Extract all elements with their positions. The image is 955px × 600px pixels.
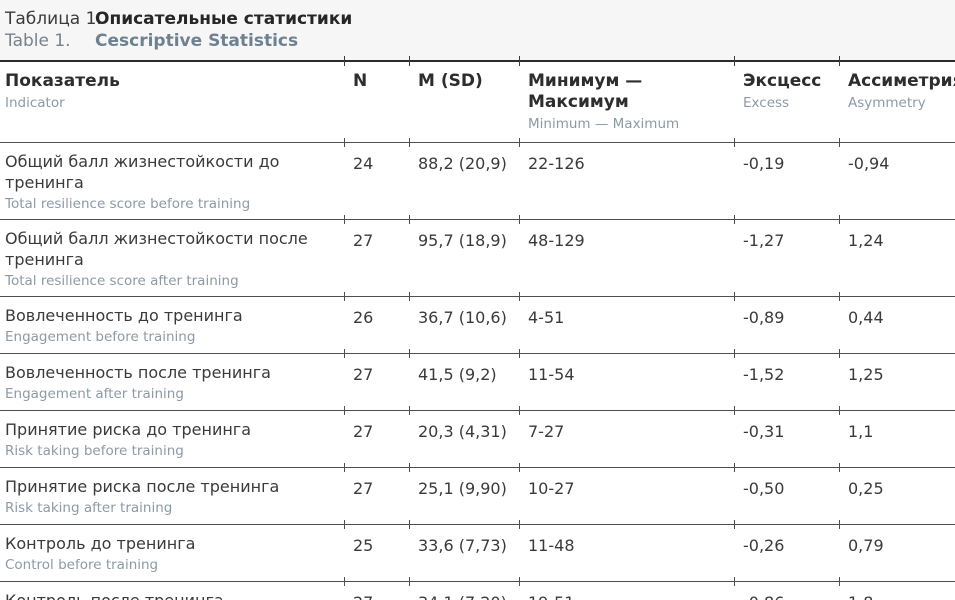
minmax-value: 4-51	[528, 308, 565, 327]
excess-value: -1,27	[743, 231, 785, 250]
indicator-ru: Вовлеченность до тренинга	[5, 306, 243, 325]
asymmetry-value: 0,44	[848, 308, 884, 327]
col-header-minmax-en: Minimum — Maximum	[528, 116, 680, 132]
asymmetry-value: 0,25	[848, 479, 884, 498]
n-value: 27	[353, 365, 374, 384]
minmax-value: 19-51	[528, 590, 729, 600]
msd-value: 36,7 (10,6)	[418, 308, 507, 327]
col-header-asymmetry-en: Asymmetry	[848, 95, 926, 111]
caption-title-ru: Описательные статистики	[95, 9, 353, 29]
msd-value: 34,1 (7,20)	[418, 590, 514, 600]
minmax-value: 22-126	[528, 154, 585, 173]
col-header-msd-label: M (SD)	[418, 71, 483, 91]
descriptive-statistics-table: Показатель Indicator N M (SD) Минимум — …	[0, 57, 955, 600]
n-value: 26	[353, 308, 374, 327]
minmax-value: 11-54	[528, 365, 575, 384]
n-value: 24	[353, 154, 374, 173]
asymmetry-value: -0,94	[848, 154, 890, 173]
indicator-ru: Принятие риска после тренинга	[5, 477, 280, 496]
msd-value: 95,7 (18,9)	[418, 231, 507, 250]
col-header-minmax: Минимум — Максимум Minimum — Maximum	[519, 57, 735, 143]
minmax-value: 48-129	[528, 231, 585, 250]
indicator-en: Engagement before training	[5, 329, 196, 345]
col-header-indicator: Показатель Indicator	[0, 60, 345, 143]
table-row: Принятие риска после тренинга Risk taking…	[0, 463, 955, 525]
col-header-indicator-en: Indicator	[5, 95, 65, 111]
n-value: 27	[353, 590, 404, 600]
msd-value: 25,1 (9,90)	[418, 479, 507, 498]
indicator-ru: Контроль после тренинга	[5, 590, 339, 600]
col-header-n-label: N	[353, 71, 368, 91]
indicator-en: Control before training	[5, 557, 159, 573]
caption-line-ru: Таблица 1.Описательные статистики	[5, 8, 945, 30]
asymmetry-value: 1,1	[848, 422, 874, 441]
indicator-ru: Принятие риска до тренинга	[5, 420, 252, 439]
col-header-msd: M (SD)	[409, 57, 520, 143]
caption-line-en: Table 1. Cescriptive Statistics	[5, 30, 945, 52]
indicator-en: Engagement after training	[5, 386, 184, 402]
col-header-indicator-ru: Показатель	[5, 71, 120, 91]
asymmetry-value: 0,79	[848, 536, 884, 555]
msd-value: 33,6 (7,73)	[418, 536, 507, 555]
indicator-en: Risk taking before training	[5, 443, 184, 459]
indicator-ru: Общий балл жизнестойкости до тренинга	[5, 152, 280, 192]
indicator-ru: Общий балл жизнестойкости после тренинга	[5, 229, 308, 269]
table-row: Принятие риска до тренинга Risk taking be…	[0, 406, 955, 468]
minmax-value: 11-48	[528, 536, 575, 555]
excess-value: -0,86	[743, 590, 834, 600]
minmax-value: 10-27	[528, 479, 575, 498]
col-header-excess-en: Excess	[743, 95, 790, 111]
excess-value: -1,52	[743, 365, 785, 384]
table-body: Общий балл жизнестойкости до тренинга Tot…	[0, 138, 955, 600]
n-value: 27	[353, 422, 374, 441]
table-row: Общий балл жизнестойкости после тренинга…	[0, 215, 955, 297]
msd-value: 88,2 (20,9)	[418, 154, 507, 173]
excess-value: -0,89	[743, 308, 785, 327]
col-header-asymmetry-ru: Ассиметрия	[848, 71, 955, 91]
msd-value: 41,5 (9,2)	[418, 365, 497, 384]
col-header-asymmetry: Ассиметрия Asymmetry	[839, 57, 955, 143]
asymmetry-value: 1,24	[848, 231, 884, 250]
indicator-en: Risk taking after training	[5, 500, 173, 516]
n-value: 27	[353, 479, 374, 498]
indicator-en: Total resilience score after training	[5, 273, 239, 289]
col-header-excess: Эксцесс Excess	[734, 57, 840, 143]
header-row: Показатель Indicator N M (SD) Минимум — …	[0, 57, 955, 143]
table-caption: Таблица 1.Описательные статистики Table …	[0, 0, 955, 60]
minmax-value: 7-27	[528, 422, 565, 441]
col-header-minmax-ru: Минимум — Максимум	[528, 71, 643, 112]
caption-label-en: Table 1.	[5, 31, 71, 51]
indicator-en: Total resilience score before training	[5, 196, 251, 212]
excess-value: -0,19	[743, 154, 785, 173]
table-row: Общий балл жизнестойкости до тренинга Tot…	[0, 138, 955, 220]
asymmetry-value: 1,8	[848, 590, 949, 600]
excess-value: -0,31	[743, 422, 785, 441]
table-row: Вовлеченность до тренинга Engagement befo…	[0, 292, 955, 354]
indicator-ru: Контроль до тренинга	[5, 534, 196, 553]
n-value: 27	[353, 231, 374, 250]
excess-value: -0,26	[743, 536, 785, 555]
excess-value: -0,50	[743, 479, 785, 498]
col-header-excess-ru: Эксцесс	[743, 71, 822, 91]
table-header: Показатель Indicator N M (SD) Минимум — …	[0, 57, 955, 143]
n-value: 25	[353, 536, 374, 555]
table-row: Вовлеченность после тренинга Engagement a…	[0, 349, 955, 411]
caption-label-ru: Таблица 1.	[5, 9, 102, 29]
indicator-ru: Вовлеченность после тренинга	[5, 363, 271, 382]
caption-title-en: Cescriptive Statistics	[95, 31, 299, 51]
table-row: Контроль до тренинга Control before train…	[0, 520, 955, 582]
asymmetry-value: 1,25	[848, 365, 884, 384]
col-header-n: N	[344, 57, 410, 143]
msd-value: 20,3 (4,31)	[418, 422, 507, 441]
